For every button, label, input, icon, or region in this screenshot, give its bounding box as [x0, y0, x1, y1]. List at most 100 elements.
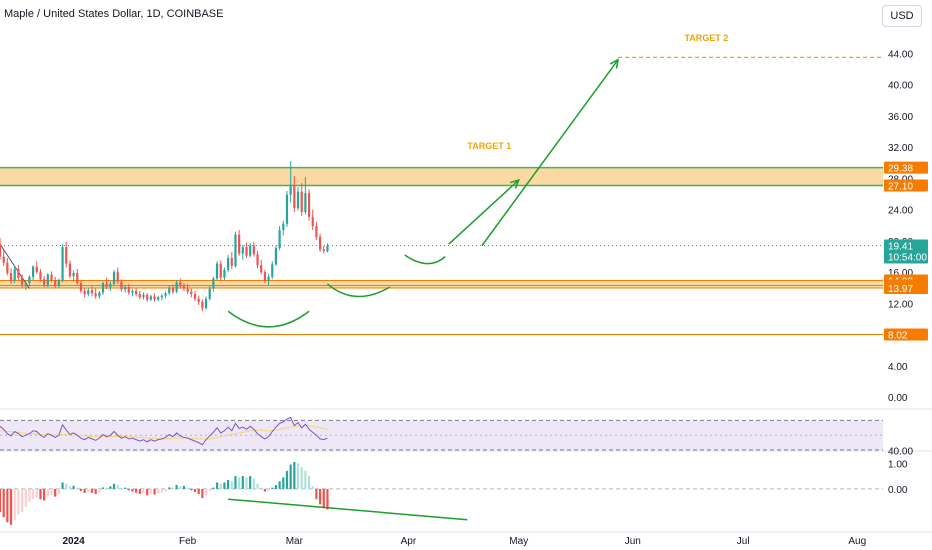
candle-body — [94, 293, 97, 297]
histogram-bar — [98, 488, 101, 493]
candle-body — [149, 296, 152, 300]
histogram-bar — [304, 470, 307, 489]
histogram-bar — [131, 488, 134, 492]
histogram-bar — [278, 481, 281, 489]
histogram-bar — [112, 483, 116, 489]
candle-body — [212, 278, 215, 289]
candle-body — [131, 290, 134, 293]
candle-body — [13, 269, 16, 281]
histogram-bar — [68, 486, 72, 489]
histogram-bar — [142, 488, 145, 494]
histogram-bar — [315, 488, 318, 500]
candle-body — [322, 249, 325, 252]
price-label: 13.97 — [888, 284, 913, 295]
candle-body — [238, 234, 241, 254]
candle-body — [285, 194, 289, 224]
candle-body — [296, 191, 300, 209]
histogram-bar — [57, 488, 60, 495]
candle-body — [252, 245, 255, 255]
histogram-bar — [28, 488, 31, 502]
histogram-bar — [212, 487, 215, 489]
histogram-bar — [252, 478, 255, 489]
histogram-bar — [326, 488, 329, 510]
histogram-bar — [17, 488, 20, 515]
candle-body — [90, 290, 94, 294]
time-tick-label: Apr — [401, 536, 417, 547]
histogram-bar — [46, 488, 49, 497]
histogram-bar — [105, 487, 108, 489]
candle-body — [105, 283, 108, 288]
candle-body — [46, 274, 49, 285]
histogram-bar — [227, 479, 230, 489]
candle-body — [76, 272, 79, 284]
price-tick-label: 40.00 — [888, 81, 913, 92]
histogram-bar — [289, 464, 292, 489]
histogram-bar — [311, 486, 314, 489]
histogram-bar — [39, 488, 42, 500]
candle-body — [138, 294, 141, 298]
time-tick-label: 2024 — [62, 536, 85, 547]
currency-button[interactable]: USD — [882, 5, 922, 27]
candle-body — [65, 247, 68, 264]
pattern-curve — [326, 283, 391, 298]
histogram-bar — [223, 482, 226, 489]
candle-body — [186, 288, 189, 292]
divergence-line — [228, 498, 468, 521]
candle-body — [234, 234, 237, 266]
candle-body — [208, 288, 211, 299]
histogram-bar — [168, 487, 171, 489]
histogram-bar — [274, 485, 278, 489]
histogram-bar — [267, 488, 270, 491]
candle-body — [197, 298, 200, 302]
time-tick-label: Feb — [179, 536, 197, 547]
candle-body — [54, 280, 57, 286]
candle-body — [61, 247, 64, 281]
time-tick-label: Mar — [286, 536, 304, 547]
histogram-bar — [13, 488, 16, 520]
candle-body — [278, 230, 281, 248]
candle-body — [127, 287, 130, 293]
candle-body — [68, 263, 72, 277]
candle-body — [72, 272, 75, 277]
histogram-bar — [54, 488, 57, 497]
histogram-bar — [307, 476, 311, 489]
histogram-bar — [0, 488, 2, 513]
candle-body — [168, 287, 171, 294]
candle-body — [190, 291, 193, 295]
histogram-bar — [182, 485, 186, 489]
candle-body — [179, 282, 182, 287]
histogram-bar — [32, 488, 35, 500]
histogram-bar — [208, 488, 211, 492]
target-arrow-head — [609, 58, 620, 69]
rsi-line — [0, 416, 328, 446]
histogram-bar — [94, 488, 97, 495]
candle-body — [120, 281, 123, 290]
histogram-bar — [322, 488, 325, 509]
histogram-bar — [293, 461, 296, 489]
candle-body — [204, 298, 208, 309]
candle-body — [50, 274, 53, 280]
candle-body — [260, 265, 263, 273]
price-label: 29.38 — [888, 164, 913, 175]
price-tick-label: 12.00 — [888, 299, 913, 310]
candle-body — [153, 296, 156, 300]
candle-body — [20, 277, 24, 285]
candle-body — [263, 272, 267, 281]
histogram-bar — [204, 488, 208, 496]
candle-body — [83, 290, 86, 295]
time-tick-label: May — [509, 536, 528, 547]
histogram-bar — [296, 463, 300, 489]
histogram-bar — [6, 488, 9, 523]
countdown-label: 10:54:00 — [888, 253, 927, 264]
price-tick-label: 4.00 — [888, 362, 908, 373]
candle-body — [57, 280, 60, 286]
price-label: 19.41 — [888, 242, 913, 253]
histogram-bar — [157, 488, 160, 494]
candle-body — [256, 254, 259, 266]
histogram-bar — [197, 488, 200, 495]
candle-body — [300, 191, 303, 213]
candle-body — [142, 294, 145, 298]
histogram-bar — [61, 482, 64, 489]
histogram-bar — [318, 488, 322, 505]
